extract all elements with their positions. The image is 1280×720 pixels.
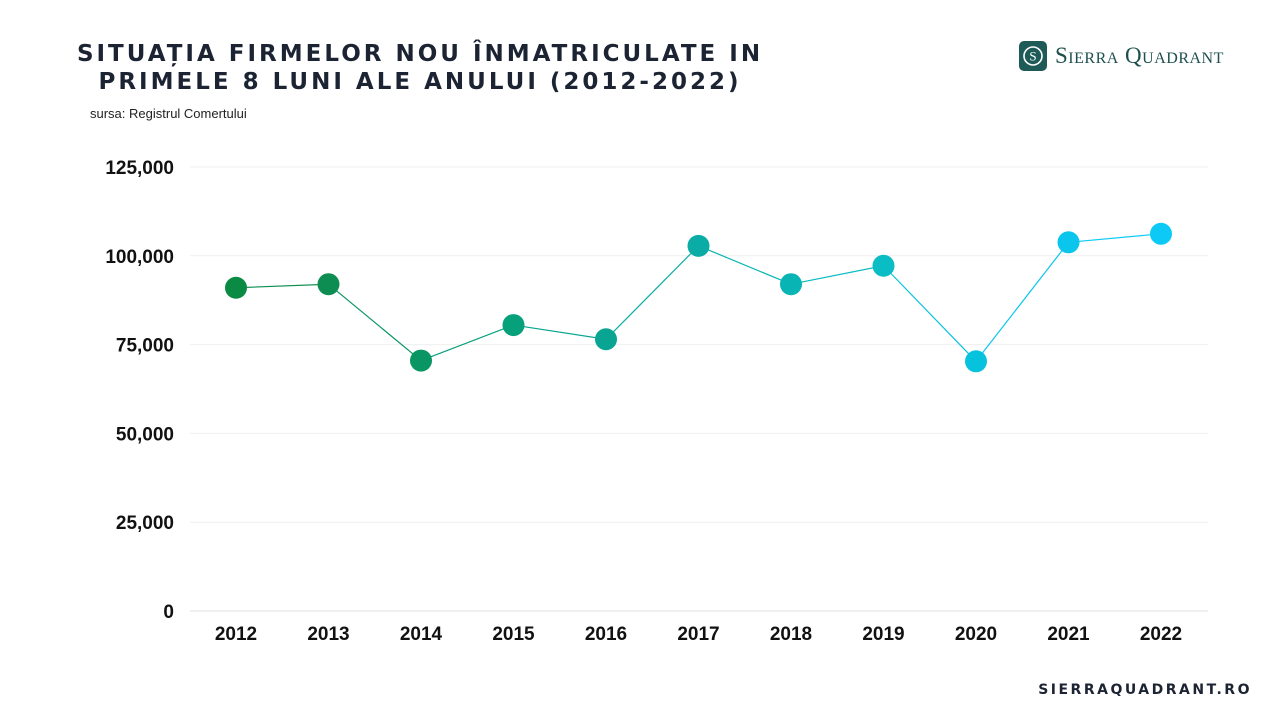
data-point-2020[interactable] bbox=[965, 350, 987, 373]
x-tick-label: 2016 bbox=[585, 624, 627, 645]
line-segment bbox=[883, 265, 977, 362]
grid-lines bbox=[190, 166, 1208, 612]
y-tick-label: 125,000 bbox=[105, 158, 174, 179]
chart-title-line-1: SITUAȚIA FIRMELOR NOU ÎNMATRICULATE IN bbox=[76, 41, 764, 67]
y-tick-label: 100,000 bbox=[105, 247, 174, 268]
series-line bbox=[235, 233, 1162, 362]
data-point-2021[interactable] bbox=[1057, 231, 1080, 254]
x-tick-label: 2014 bbox=[400, 624, 443, 645]
data-point-2013[interactable] bbox=[317, 273, 340, 296]
data-point-2017[interactable] bbox=[687, 234, 710, 257]
line-segment bbox=[790, 265, 884, 285]
chart-source: sursa: Registrul Comertului bbox=[90, 106, 247, 121]
chart-title-line-2: PRIMELE 8 LUNI ALE ANULUI (2012-2022) bbox=[98, 69, 742, 95]
x-axis-ticks: 2012 2013 2014 2015 2016 2017 2018 2019 2020 2021… bbox=[215, 624, 1182, 645]
line-segment bbox=[605, 245, 699, 340]
x-tick-label: 2012 bbox=[215, 624, 257, 645]
website-link[interactable]: SIERRAQUADRANT.RO bbox=[1038, 682, 1252, 698]
chart-title: SITUAȚIA FIRMELOR NOU ÎNMATRICULATE IN P… bbox=[60, 40, 780, 96]
y-tick-label: 75,000 bbox=[116, 336, 174, 357]
x-tick-label: 2017 bbox=[677, 624, 719, 645]
x-tick-label: 2022 bbox=[1140, 624, 1182, 645]
line-segment bbox=[235, 283, 329, 289]
line-segment bbox=[420, 324, 514, 362]
line-segment bbox=[328, 283, 422, 362]
data-point-2015[interactable] bbox=[502, 314, 525, 337]
y-tick-label: 50,000 bbox=[116, 424, 174, 445]
x-tick-label: 2013 bbox=[307, 624, 349, 645]
line-segment bbox=[975, 241, 1069, 362]
data-point-2012[interactable] bbox=[225, 276, 247, 299]
brand-name: Sierra Quadrant bbox=[1055, 43, 1224, 68]
x-tick-label: 2020 bbox=[955, 624, 997, 645]
x-tick-label: 2018 bbox=[770, 624, 812, 645]
data-point-2018[interactable] bbox=[780, 273, 802, 296]
x-tick-label: 2015 bbox=[492, 624, 535, 645]
brand-logo: S Sierra Quadrant bbox=[1019, 40, 1224, 72]
y-tick-label: 25,000 bbox=[116, 513, 174, 534]
sq-monogram-icon: S bbox=[1019, 41, 1047, 71]
data-point-2016[interactable] bbox=[595, 328, 617, 351]
y-axis-ticks: 0 25,000 50,000 75,000 100,000 125,000 bbox=[105, 158, 174, 623]
data-point-2019[interactable] bbox=[872, 254, 895, 277]
x-tick-label: 2019 bbox=[862, 624, 904, 645]
svg-text:S: S bbox=[1029, 49, 1036, 64]
data-point-2022[interactable] bbox=[1150, 222, 1172, 245]
data-point-2014[interactable] bbox=[410, 349, 432, 372]
y-tick-label: 0 bbox=[163, 602, 174, 623]
line-segment bbox=[1068, 233, 1162, 243]
x-tick-label: 2021 bbox=[1047, 624, 1090, 645]
line-segment bbox=[513, 324, 607, 340]
series-points bbox=[225, 222, 1172, 373]
line-segment bbox=[698, 245, 792, 285]
